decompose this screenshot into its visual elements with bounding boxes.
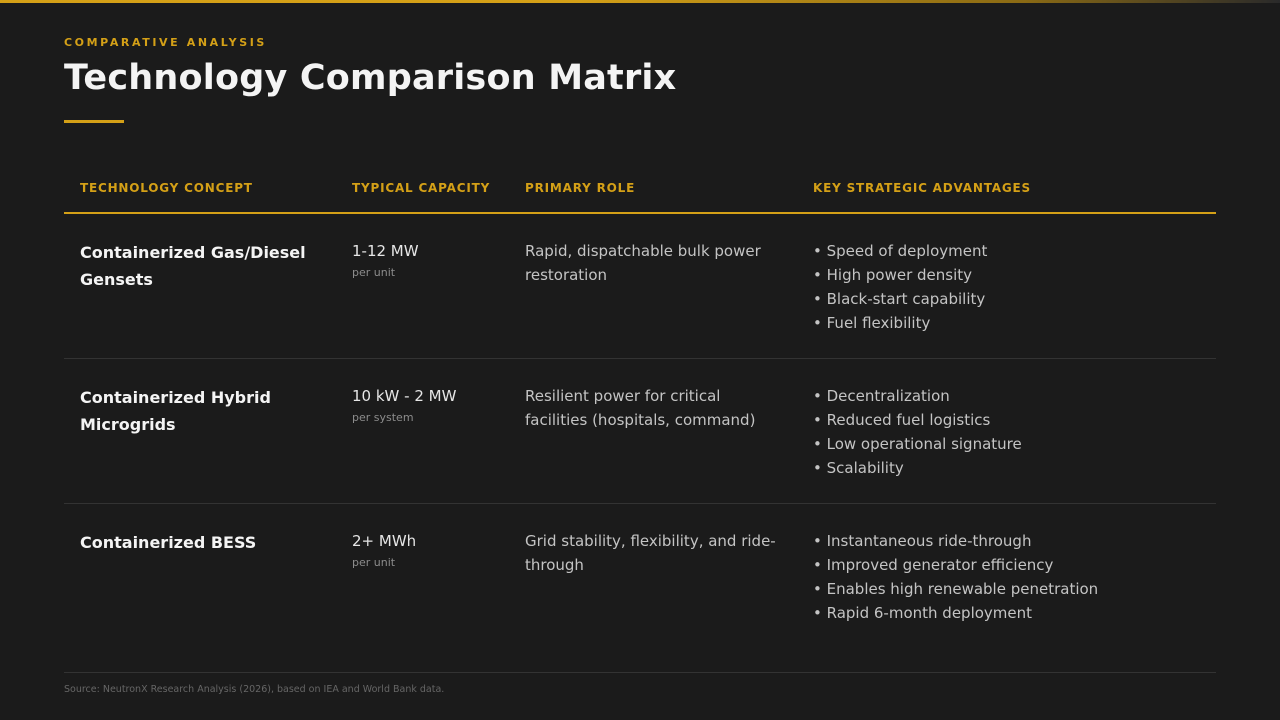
advantage-item: Improved generator efficiency (813, 553, 1216, 577)
table-row: Containerized Gas/Diesel Gensets 1-12 MW… (64, 214, 1216, 359)
advantages-cell: Decentralization Reduced fuel logistics … (813, 386, 1216, 503)
advantages-cell: Speed of deployment High power density B… (813, 241, 1216, 358)
column-header-capacity: TYPICAL CAPACITY (352, 181, 491, 195)
capacity-unit: per system (352, 411, 414, 424)
title-underline (64, 120, 124, 123)
advantage-item: Decentralization (813, 384, 1216, 408)
column-header-role: PRIMARY ROLE (525, 181, 636, 195)
concept-name: Containerized Gas/Diesel Gensets (80, 239, 352, 293)
primary-role-line: Rapid, dispatchable bulk power (525, 242, 761, 260)
advantage-item: Black-start capability (813, 287, 1216, 311)
advantages-list: Instantaneous ride-through Improved gene… (813, 529, 1216, 625)
capacity-value: 10 kW - 2 MW (352, 387, 457, 405)
primary-role: Rapid, dispatchable bulk power restorati… (525, 239, 795, 287)
capacity-unit: per unit (352, 556, 396, 569)
concept-name-line: Microgrids (80, 415, 176, 434)
capacity-unit: per unit (352, 266, 396, 279)
capacity-cell: 1-12 MW per unit (352, 241, 525, 358)
concept-name-line: Gensets (80, 270, 153, 289)
concept-cell: Containerized Hybrid Microgrids (64, 386, 352, 503)
section-eyebrow: COMPARATIVE ANALYSIS (64, 36, 267, 49)
page-title: Technology Comparison Matrix (64, 58, 677, 98)
concept-name: Containerized BESS (80, 529, 352, 556)
primary-role: Grid stability, flexibility, and ride- t… (525, 529, 795, 577)
primary-role-line: restoration (525, 266, 608, 284)
role-cell: Resilient power for critical facilities … (525, 386, 813, 503)
advantages-list: Speed of deployment High power density B… (813, 239, 1216, 335)
advantage-item: Speed of deployment (813, 239, 1216, 263)
table-row: Containerized BESS 2+ MWh per unit Grid … (64, 504, 1216, 649)
advantage-item: High power density (813, 263, 1216, 287)
table-row: Containerized Hybrid Microgrids 10 kW - … (64, 359, 1216, 504)
top-accent-bar (0, 0, 1280, 3)
primary-role-line: Grid stability, flexibility, and ride- (525, 532, 776, 550)
advantage-item: Fuel flexibility (813, 311, 1216, 335)
capacity-cell: 2+ MWh per unit (352, 531, 525, 649)
column-header-concept: TECHNOLOGY CONCEPT (80, 181, 253, 195)
primary-role-line: facilities (hospitals, command) (525, 411, 756, 429)
table-header-row: TECHNOLOGY CONCEPT TYPICAL CAPACITY PRIM… (64, 164, 1216, 214)
advantage-item: Low operational signature (813, 432, 1216, 456)
role-cell: Rapid, dispatchable bulk power restorati… (525, 241, 813, 358)
concept-cell: Containerized BESS (64, 531, 352, 649)
capacity-value: 1-12 MW (352, 242, 419, 260)
advantage-item: Scalability (813, 456, 1216, 480)
comparison-table: TECHNOLOGY CONCEPT TYPICAL CAPACITY PRIM… (64, 164, 1216, 649)
advantages-list: Decentralization Reduced fuel logistics … (813, 384, 1216, 480)
advantage-item: Enables high renewable penetration (813, 577, 1216, 601)
concept-name: Containerized Hybrid Microgrids (80, 384, 352, 438)
advantage-item: Instantaneous ride-through (813, 529, 1216, 553)
advantage-item: Rapid 6-month deployment (813, 601, 1216, 625)
advantages-cell: Instantaneous ride-through Improved gene… (813, 531, 1216, 649)
concept-name-line: Containerized BESS (80, 533, 257, 552)
column-header-advantages: KEY STRATEGIC ADVANTAGES (813, 181, 1031, 195)
capacity-value: 2+ MWh (352, 532, 417, 550)
capacity-cell: 10 kW - 2 MW per system (352, 386, 525, 503)
primary-role-line: Resilient power for critical (525, 387, 721, 405)
primary-role: Resilient power for critical facilities … (525, 384, 795, 432)
source-note: Source: NeutronX Research Analysis (2026… (64, 684, 445, 695)
concept-cell: Containerized Gas/Diesel Gensets (64, 241, 352, 358)
concept-name-line: Containerized Gas/Diesel (80, 243, 306, 262)
footer-divider (64, 672, 1216, 673)
advantage-item: Reduced fuel logistics (813, 408, 1216, 432)
role-cell: Grid stability, flexibility, and ride- t… (525, 531, 813, 649)
concept-name-line: Containerized Hybrid (80, 388, 271, 407)
primary-role-line: through (525, 556, 584, 574)
